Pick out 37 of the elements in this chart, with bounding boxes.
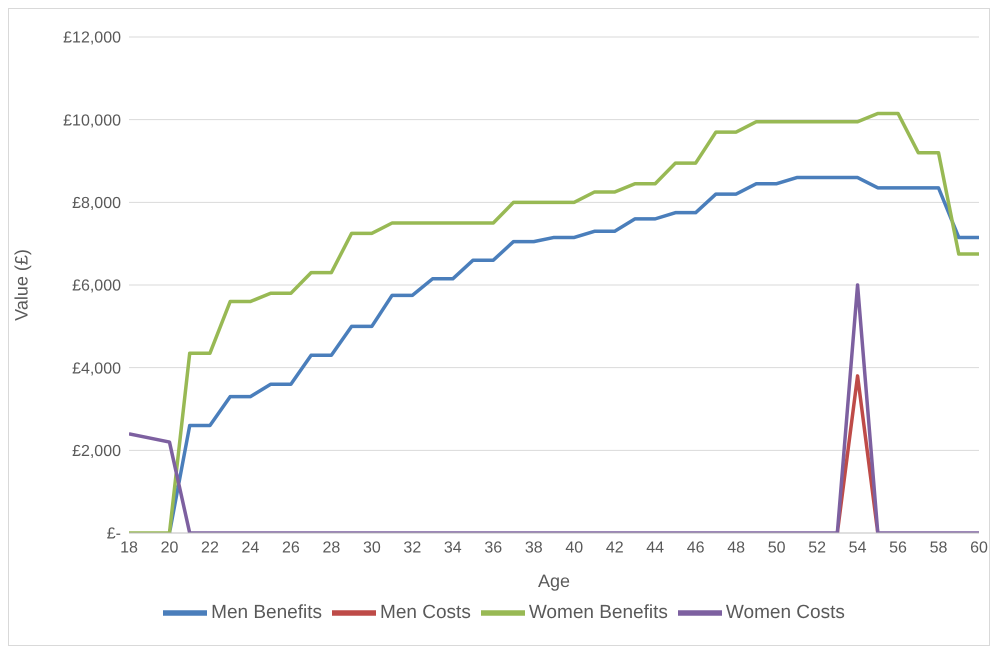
legend-label: Women Benefits — [528, 602, 668, 624]
x-tick-label: 34 — [444, 539, 462, 556]
x-tick-label: 46 — [686, 539, 705, 556]
x-tick-label: 26 — [282, 539, 300, 556]
y-tick-label: £- — [106, 526, 121, 543]
x-tick-label: 24 — [242, 539, 260, 556]
y-tick-label: £10,000 — [63, 112, 122, 130]
y-tick-label: £8,000 — [72, 195, 122, 212]
x-tick-label: 22 — [201, 539, 219, 556]
x-tick-label: 60 — [970, 539, 988, 556]
legend-label: Men Costs — [380, 602, 471, 624]
y-tick-label: £6,000 — [72, 278, 122, 295]
x-tick-label: 20 — [160, 539, 178, 556]
x-tick-label: 48 — [727, 539, 746, 556]
x-tick-label: 58 — [930, 539, 948, 556]
x-tick-label: 28 — [322, 539, 340, 556]
legend-label: Men Benefits — [211, 602, 322, 624]
line-series — [129, 283, 979, 533]
x-tick-label: 56 — [889, 539, 908, 556]
x-tick-label: 32 — [403, 539, 422, 556]
line-series — [129, 112, 979, 533]
y-tick-label: £12,000 — [63, 30, 122, 47]
x-tick-label: 44 — [646, 539, 664, 556]
x-tick-label: 30 — [362, 539, 381, 556]
x-tick-label: 38 — [524, 539, 543, 556]
y-tick-label: £4,000 — [72, 360, 122, 378]
x-tick-label: 52 — [808, 539, 826, 556]
x-tick-label: 40 — [565, 539, 584, 556]
x-tick-label: 18 — [120, 539, 138, 556]
x-tick-label: 54 — [848, 539, 867, 556]
legend-label: Women Costs — [726, 602, 845, 624]
x-tick-label: 36 — [484, 539, 502, 556]
x-tick-label: 50 — [768, 539, 786, 556]
x-tick-label: 42 — [606, 539, 624, 556]
y-axis-title: Value (£) — [11, 249, 32, 321]
y-tick-label: £2,000 — [72, 443, 122, 460]
x-axis-title: Age — [538, 571, 570, 591]
